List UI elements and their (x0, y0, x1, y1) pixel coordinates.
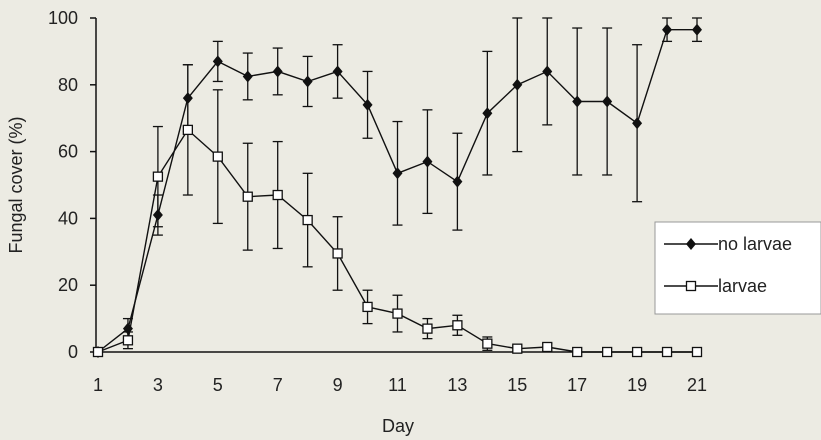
data-point-square (392, 308, 403, 319)
data-point-diamond (542, 65, 553, 78)
y-tick-labels: 0 20 40 60 80 100 (48, 8, 96, 362)
data-point-diamond (212, 55, 223, 68)
y-tick-label: 100 (48, 8, 78, 28)
data-point-diamond (272, 65, 283, 78)
x-tick-labels: 1 3 5 7 9 11 13 15 17 19 21 (93, 375, 707, 395)
x-tick-label: 19 (627, 375, 647, 395)
data-point-square (182, 124, 194, 136)
data-point-diamond (512, 78, 523, 91)
legend-item: no larvae (664, 234, 792, 254)
data-point-diamond (482, 107, 493, 120)
data-point-diamond (452, 175, 463, 188)
data-point-square (122, 335, 134, 346)
series-no-larvae (93, 17, 702, 358)
data-point-square (212, 151, 223, 162)
data-point-square (302, 214, 313, 226)
data-point-square (92, 346, 104, 358)
data-point-square (422, 323, 433, 334)
y-tick-label: 80 (58, 75, 78, 95)
y-axis-title: Fungal cover (%) (6, 116, 26, 253)
data-point-diamond (392, 167, 403, 180)
data-point-square (362, 301, 373, 313)
data-point-square (542, 341, 553, 353)
data-point-square (242, 191, 253, 202)
data-point-diamond (572, 95, 583, 108)
data-point-square (572, 346, 583, 358)
x-tick-label: 11 (388, 375, 407, 395)
x-tick-label: 3 (153, 375, 163, 395)
legend-label: larvae (718, 276, 767, 296)
legend-item: larvae (664, 276, 767, 296)
data-point-square (452, 320, 463, 331)
legend-marker-diamond (686, 238, 696, 250)
x-tick-label: 21 (687, 375, 707, 395)
data-point-diamond (632, 117, 643, 130)
data-point-square (152, 171, 164, 182)
data-point-diamond (332, 65, 343, 78)
data-point-square (631, 346, 643, 358)
y-tick-label: 60 (58, 142, 78, 162)
x-axis-title: Day (382, 416, 414, 436)
y-tick-label: 0 (68, 342, 78, 362)
data-point-diamond (692, 23, 702, 36)
series-larvae (92, 64, 703, 358)
x-tick-label: 7 (273, 375, 283, 395)
x-tick-label: 15 (507, 375, 527, 395)
x-tick-label: 13 (447, 375, 467, 395)
x-tick-label: 9 (333, 375, 343, 395)
legend-marker-square (685, 280, 697, 292)
y-tick-label: 20 (58, 275, 78, 295)
x-tick-label: 17 (567, 375, 587, 395)
data-point-diamond (662, 23, 673, 36)
legend-label: no larvae (718, 234, 792, 254)
data-point-diamond (422, 155, 433, 168)
y-tick-label: 40 (58, 208, 78, 228)
legend-box (654, 221, 821, 315)
data-point-diamond (602, 95, 613, 108)
legend: no larvae larvae (654, 221, 821, 315)
x-tick-label: 1 (93, 375, 103, 395)
data-point-square (661, 346, 673, 358)
data-point-diamond (242, 70, 253, 83)
data-point-diamond (362, 98, 373, 111)
data-point-square (332, 248, 343, 259)
data-point-square (691, 346, 703, 358)
x-tick-label: 5 (213, 375, 223, 395)
data-point-square (482, 338, 493, 349)
data-point-diamond (302, 75, 313, 88)
data-point-square (272, 189, 283, 201)
data-point-square (602, 346, 613, 358)
data-point-square (512, 343, 523, 354)
series-layer (92, 17, 703, 358)
